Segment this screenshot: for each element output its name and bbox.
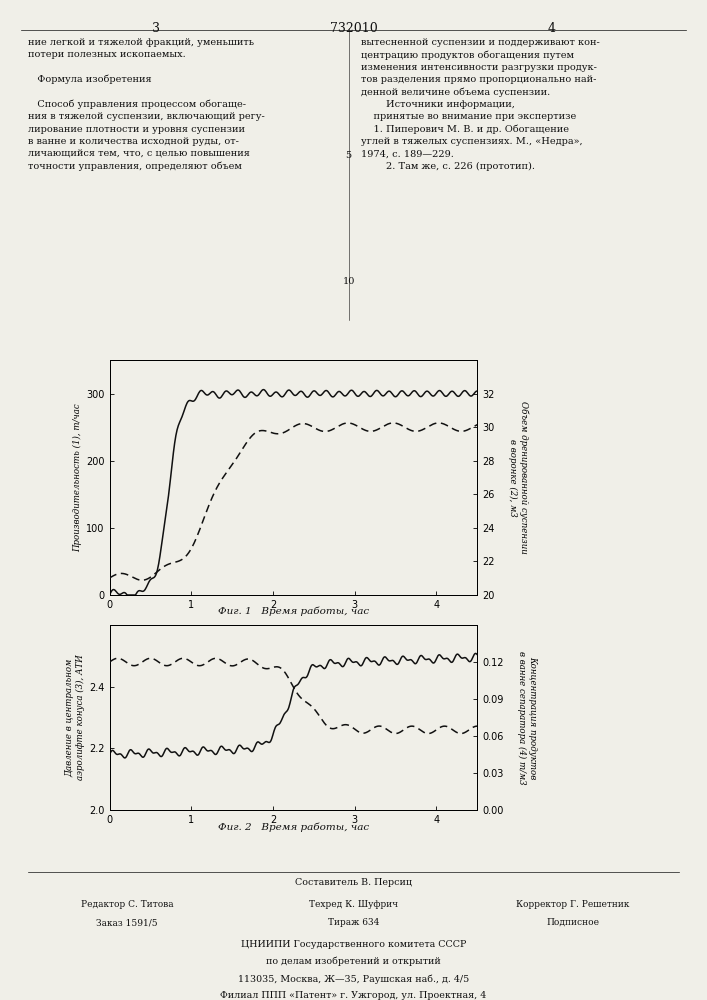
- Text: Фиг. 1   Время работы, час: Фиг. 1 Время работы, час: [218, 607, 369, 616]
- Text: Заказ 1591/5: Заказ 1591/5: [96, 918, 158, 927]
- Text: Корректор Г. Решетник: Корректор Г. Решетник: [516, 900, 629, 909]
- Text: по делам изобретений и открытий: по делам изобретений и открытий: [266, 957, 441, 966]
- Text: Редактор С. Титова: Редактор С. Титова: [81, 900, 174, 909]
- Text: 113035, Москва, Ж—35, Раушская наб., д. 4/5: 113035, Москва, Ж—35, Раушская наб., д. …: [238, 974, 469, 984]
- Text: 5: 5: [346, 150, 351, 159]
- Text: Составитель В. Персиц: Составитель В. Персиц: [295, 878, 412, 887]
- Text: Подписное: Подписное: [547, 918, 599, 927]
- Text: ние легкой и тяжелой фракций, уменьшить
потери полезных ископаемых.

   Формула : ние легкой и тяжелой фракций, уменьшить …: [28, 38, 265, 171]
- Text: ЦНИИПИ Государственного комитета СССР: ЦНИИПИ Государственного комитета СССР: [241, 940, 466, 949]
- Text: 10: 10: [342, 277, 355, 286]
- Text: Тираж 634: Тираж 634: [328, 918, 379, 927]
- Text: Фиг. 2   Время работы, час: Фиг. 2 Время работы, час: [218, 822, 369, 832]
- Text: 732010: 732010: [329, 22, 378, 35]
- Y-axis label: Объем дренированной суспензии
в воронке (2), м3: Объем дренированной суспензии в воронке …: [508, 401, 529, 554]
- Y-axis label: Производительность (1), т/час: Производительность (1), т/час: [73, 403, 82, 552]
- Y-axis label: Давление в центральном
аэролифте конуса (3), АТИ: Давление в центральном аэролифте конуса …: [66, 655, 85, 780]
- Text: Филиал ППП «Патент» г. Ужгород, ул. Проектная, 4: Филиал ППП «Патент» г. Ужгород, ул. Прое…: [221, 991, 486, 1000]
- Text: Техред К. Шуфрич: Техред К. Шуфрич: [309, 900, 398, 909]
- Text: 4: 4: [547, 22, 556, 35]
- Text: вытесненной суспензии и поддерживают кон-
центрацию продуктов обогащения путем
и: вытесненной суспензии и поддерживают кон…: [361, 38, 600, 171]
- Text: 3: 3: [151, 22, 160, 35]
- Y-axis label: Концентрация продуктов
в ванне сепаратора (4) т/м3: Концентрация продуктов в ванне сепаратор…: [518, 651, 537, 784]
